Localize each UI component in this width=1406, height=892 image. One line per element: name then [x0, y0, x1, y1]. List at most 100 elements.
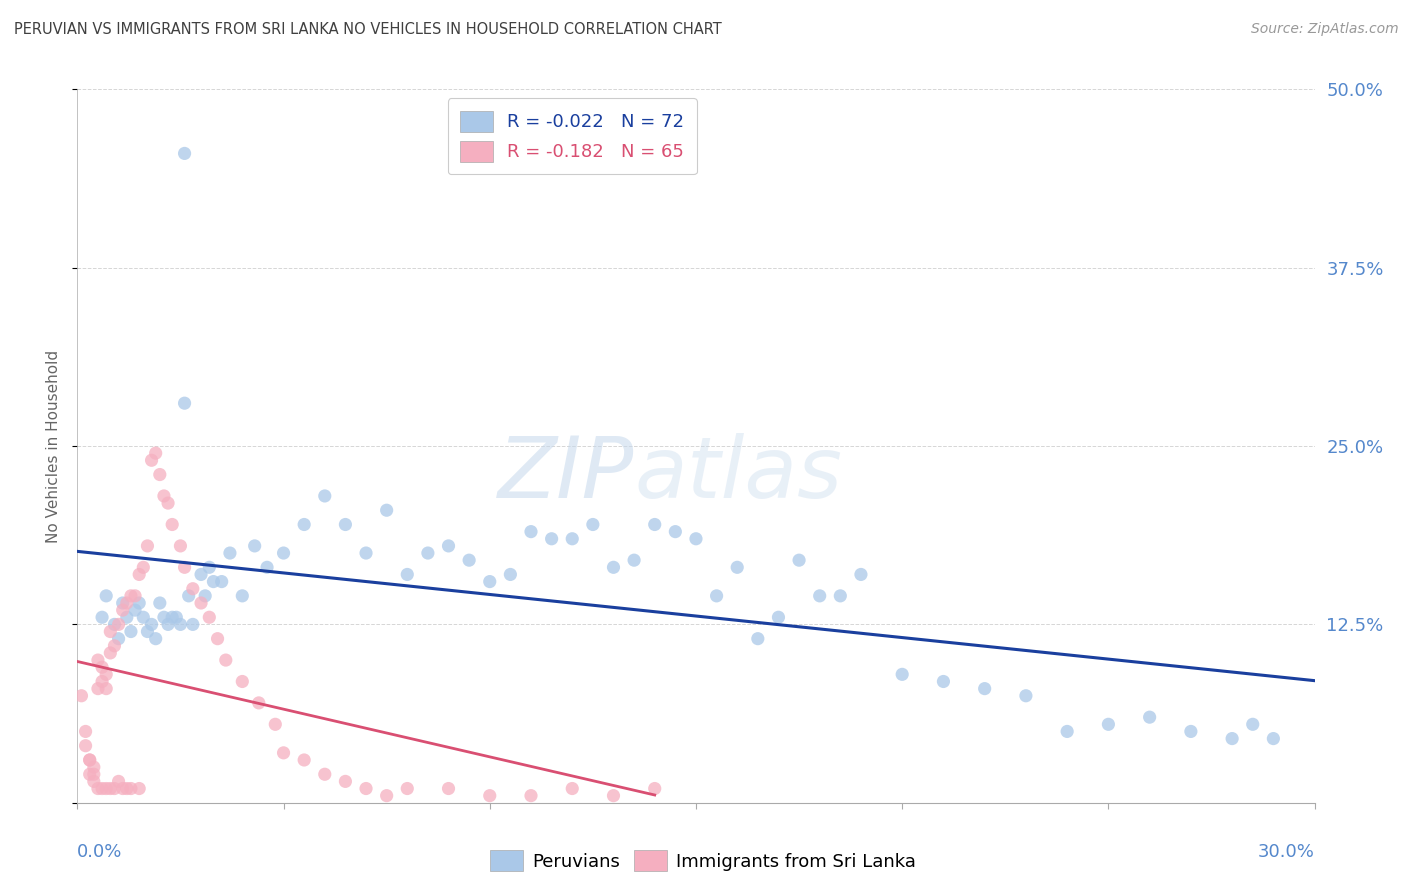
Point — [87, 653, 110, 667]
Point — [437, 539, 460, 553]
Point — [75, 724, 97, 739]
Point — [685, 532, 707, 546]
Point — [830, 589, 852, 603]
Point — [75, 739, 97, 753]
Point — [149, 596, 172, 610]
Point — [173, 560, 195, 574]
Point — [103, 617, 125, 632]
Point — [644, 517, 666, 532]
Point — [91, 674, 114, 689]
Point — [1241, 717, 1264, 731]
Text: Source: ZipAtlas.com: Source: ZipAtlas.com — [1251, 22, 1399, 37]
Point — [973, 681, 995, 696]
Point — [623, 553, 645, 567]
Point — [706, 589, 728, 603]
Point — [202, 574, 225, 589]
Point — [120, 589, 142, 603]
Text: ZIP: ZIP — [498, 433, 634, 516]
Point — [520, 789, 543, 803]
Point — [292, 753, 315, 767]
Point — [1220, 731, 1243, 746]
Point — [458, 553, 481, 567]
Point — [602, 560, 624, 574]
Point — [561, 532, 583, 546]
Point — [181, 617, 204, 632]
Point — [96, 589, 118, 603]
Point — [111, 603, 134, 617]
Text: 30.0%: 30.0% — [1258, 843, 1315, 861]
Point — [120, 624, 142, 639]
Point — [124, 589, 146, 603]
Point — [416, 546, 439, 560]
Point — [478, 574, 501, 589]
Point — [132, 560, 155, 574]
Point — [314, 767, 336, 781]
Point — [335, 774, 357, 789]
Point — [136, 539, 159, 553]
Point — [561, 781, 583, 796]
Point — [891, 667, 914, 681]
Point — [211, 574, 233, 589]
Point — [243, 539, 266, 553]
Point — [79, 753, 101, 767]
Point — [582, 517, 605, 532]
Text: atlas: atlas — [634, 433, 842, 516]
Point — [190, 596, 212, 610]
Point — [787, 553, 810, 567]
Point — [83, 767, 105, 781]
Point — [231, 674, 253, 689]
Point — [207, 632, 229, 646]
Point — [83, 774, 105, 789]
Point — [103, 639, 125, 653]
Y-axis label: No Vehicles in Household: No Vehicles in Household — [45, 350, 60, 542]
Point — [198, 610, 221, 624]
Point — [177, 589, 200, 603]
Point — [141, 617, 163, 632]
Point — [128, 781, 150, 796]
Point — [499, 567, 522, 582]
Point — [1056, 724, 1078, 739]
Point — [145, 446, 167, 460]
Point — [215, 653, 238, 667]
Point — [120, 781, 142, 796]
Legend: R = -0.022   N = 72, R = -0.182   N = 65: R = -0.022 N = 72, R = -0.182 N = 65 — [447, 98, 697, 174]
Point — [115, 781, 138, 796]
Point — [540, 532, 562, 546]
Point — [111, 596, 134, 610]
Point — [273, 546, 295, 560]
Point — [173, 396, 195, 410]
Point — [107, 774, 129, 789]
Point — [91, 660, 114, 674]
Point — [231, 589, 253, 603]
Point — [396, 567, 419, 582]
Point — [107, 617, 129, 632]
Point — [1263, 731, 1285, 746]
Point — [165, 610, 187, 624]
Point — [169, 617, 191, 632]
Point — [96, 667, 118, 681]
Point — [98, 646, 121, 660]
Point — [87, 781, 110, 796]
Point — [932, 674, 955, 689]
Point — [115, 610, 138, 624]
Point — [314, 489, 336, 503]
Point — [1180, 724, 1202, 739]
Point — [157, 617, 180, 632]
Point — [375, 503, 398, 517]
Point — [128, 596, 150, 610]
Point — [145, 632, 167, 646]
Point — [87, 681, 110, 696]
Point — [91, 610, 114, 624]
Point — [70, 689, 93, 703]
Point — [169, 539, 191, 553]
Point — [153, 489, 176, 503]
Point — [644, 781, 666, 796]
Point — [160, 517, 183, 532]
Point — [136, 624, 159, 639]
Point — [107, 632, 129, 646]
Point — [354, 546, 377, 560]
Point — [1097, 717, 1119, 731]
Point — [132, 610, 155, 624]
Point — [96, 781, 118, 796]
Text: 0.0%: 0.0% — [77, 843, 122, 861]
